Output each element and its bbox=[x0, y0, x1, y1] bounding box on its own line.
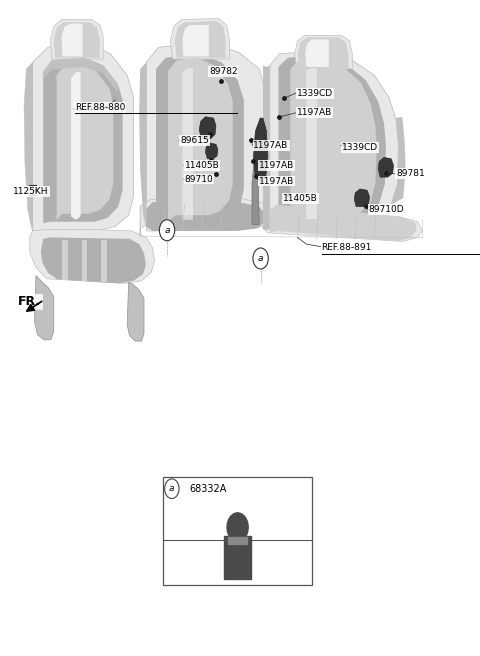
Polygon shape bbox=[82, 240, 87, 282]
Polygon shape bbox=[298, 37, 348, 68]
Circle shape bbox=[159, 220, 175, 241]
Text: 11405B: 11405B bbox=[283, 194, 318, 203]
Polygon shape bbox=[101, 240, 107, 282]
Polygon shape bbox=[182, 25, 209, 56]
Polygon shape bbox=[35, 276, 54, 340]
Polygon shape bbox=[33, 45, 133, 231]
Polygon shape bbox=[24, 62, 33, 231]
Polygon shape bbox=[127, 282, 144, 341]
Text: 89710D: 89710D bbox=[369, 205, 404, 214]
Polygon shape bbox=[146, 43, 266, 231]
Polygon shape bbox=[50, 20, 103, 59]
Polygon shape bbox=[205, 143, 218, 159]
Polygon shape bbox=[270, 205, 417, 241]
Circle shape bbox=[227, 513, 248, 542]
Text: FR.: FR. bbox=[18, 295, 41, 308]
Polygon shape bbox=[71, 72, 81, 220]
Polygon shape bbox=[305, 39, 329, 67]
Text: 1197AB: 1197AB bbox=[253, 141, 288, 150]
Polygon shape bbox=[295, 35, 352, 69]
Bar bbox=[224, 536, 251, 579]
Text: a: a bbox=[169, 484, 175, 493]
Text: 1339CD: 1339CD bbox=[297, 89, 333, 98]
Polygon shape bbox=[306, 67, 317, 219]
Text: 89782: 89782 bbox=[209, 67, 238, 76]
Polygon shape bbox=[41, 237, 146, 283]
Bar bbox=[228, 537, 247, 544]
Circle shape bbox=[165, 479, 179, 499]
Text: 11405B: 11405B bbox=[185, 161, 219, 170]
FancyBboxPatch shape bbox=[163, 477, 312, 585]
Polygon shape bbox=[156, 54, 244, 224]
Polygon shape bbox=[199, 117, 216, 139]
Polygon shape bbox=[170, 18, 229, 59]
Polygon shape bbox=[378, 157, 394, 177]
Polygon shape bbox=[253, 118, 268, 184]
Text: 89781: 89781 bbox=[396, 169, 425, 178]
Polygon shape bbox=[354, 189, 370, 207]
Polygon shape bbox=[62, 240, 68, 282]
Text: REF.88-891: REF.88-891 bbox=[322, 243, 372, 253]
Text: 1125KH: 1125KH bbox=[13, 187, 49, 196]
Polygon shape bbox=[290, 58, 377, 220]
Polygon shape bbox=[30, 230, 155, 283]
Polygon shape bbox=[43, 58, 122, 223]
Text: 89710: 89710 bbox=[185, 174, 214, 184]
Polygon shape bbox=[61, 24, 83, 56]
Polygon shape bbox=[139, 62, 146, 231]
Polygon shape bbox=[263, 66, 270, 230]
Polygon shape bbox=[146, 202, 263, 231]
Text: a: a bbox=[258, 254, 264, 263]
Polygon shape bbox=[278, 55, 386, 223]
Polygon shape bbox=[140, 198, 422, 241]
Text: 1197AB: 1197AB bbox=[259, 176, 294, 186]
Text: 1197AB: 1197AB bbox=[259, 161, 294, 170]
Text: 68332A: 68332A bbox=[190, 483, 227, 494]
Circle shape bbox=[253, 248, 268, 269]
Polygon shape bbox=[168, 58, 233, 222]
Text: 89615: 89615 bbox=[180, 136, 209, 145]
Polygon shape bbox=[252, 126, 266, 224]
Polygon shape bbox=[182, 68, 193, 220]
Text: 1339CD: 1339CD bbox=[342, 143, 378, 152]
Polygon shape bbox=[270, 51, 398, 230]
Polygon shape bbox=[54, 22, 100, 58]
Text: 1197AB: 1197AB bbox=[297, 108, 332, 117]
Polygon shape bbox=[43, 58, 118, 92]
Polygon shape bbox=[391, 117, 406, 205]
Text: REF.88-880: REF.88-880 bbox=[75, 103, 125, 112]
Polygon shape bbox=[175, 21, 226, 58]
Text: a: a bbox=[164, 226, 170, 235]
Polygon shape bbox=[57, 64, 113, 220]
